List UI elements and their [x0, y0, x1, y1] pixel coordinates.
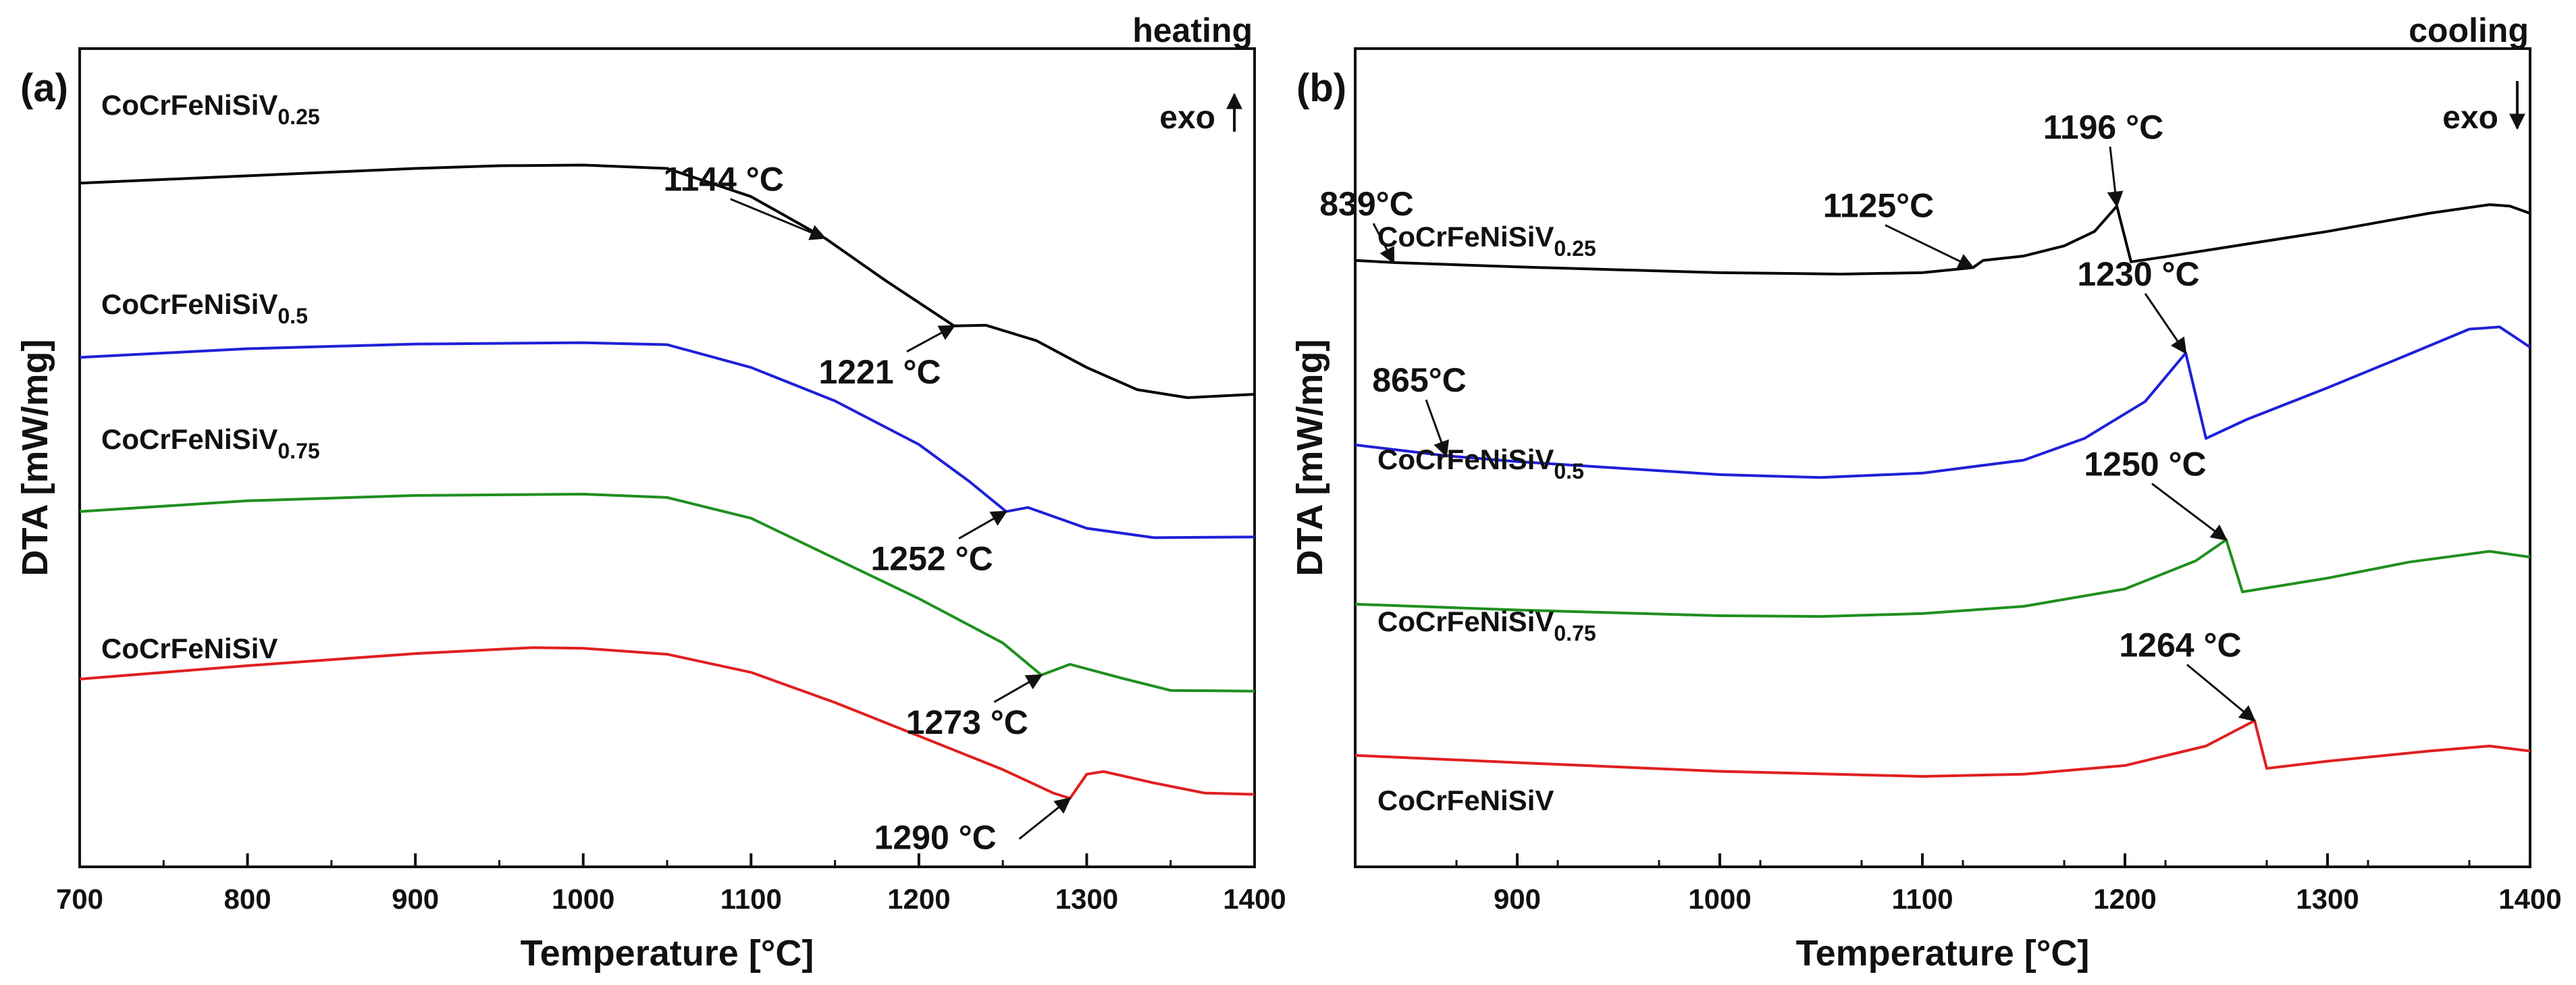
- series-label-3: CoCrFeNiSiV: [1377, 784, 1554, 816]
- annotation-label: 865°C: [1372, 361, 1467, 399]
- x-axis-ticks: 900 1000 1100 1200 1300 1400: [1354, 853, 2562, 915]
- series-label-base: CoCrFeNiSiV: [101, 633, 278, 664]
- x-tick-label: 1200: [887, 883, 950, 915]
- x-tick-label: 1300: [1055, 883, 1118, 915]
- series-line-3: [1355, 719, 2531, 778]
- x-tick-label: 1000: [552, 883, 614, 915]
- annotation-arrow: [730, 198, 826, 240]
- series-label-subscript: 0.75: [1554, 621, 1596, 645]
- series-line-0: [79, 163, 1255, 399]
- annotation-arrow: [2144, 293, 2187, 354]
- series-label-1: CoCrFeNiSiV0.5: [1377, 444, 1584, 483]
- annotation-arrow: [2107, 147, 2124, 208]
- annotation-arrow: [906, 325, 956, 353]
- panel-label: (a): [20, 66, 68, 110]
- plot-frame: [1354, 47, 2531, 868]
- annotation-1: 1125°C: [1823, 186, 1975, 269]
- annotation-4: 1290 °C: [874, 797, 1072, 857]
- series-label-1: CoCrFeNiSiV0.5: [101, 288, 308, 328]
- annotation-3: 1273 °C: [906, 674, 1043, 741]
- series-label-base: CoCrFeNiSiV: [1377, 606, 1554, 637]
- series-label-3: CoCrFeNiSiV: [101, 633, 278, 664]
- annotation-label: 1273 °C: [906, 703, 1028, 741]
- annotation-label: 1125°C: [1823, 186, 1935, 224]
- series-line-1: [1355, 325, 2531, 479]
- annotation-0: 839°C: [1319, 185, 1414, 265]
- annotation-label: 1250 °C: [2084, 445, 2206, 483]
- annotation-arrow: [1018, 797, 1072, 840]
- y-axis-title: DTA [mW/mg]: [1290, 340, 1330, 577]
- annotation-label: 1264 °C: [2119, 626, 2241, 664]
- y-axis-title: DTA [mW/mg]: [15, 340, 55, 577]
- series-line-1: [79, 341, 1255, 539]
- x-tick-label: 1300: [2296, 883, 2359, 915]
- series-line-2: [79, 492, 1255, 693]
- annotation-3: 865°C: [1372, 361, 1467, 458]
- annotation-arrow: [2151, 483, 2228, 541]
- annotation-arrow: [958, 510, 1008, 540]
- annotation-label: 1230 °C: [2077, 255, 2199, 293]
- series-label-base: CoCrFeNiSiV: [101, 89, 278, 121]
- x-tick-label: 800: [224, 883, 271, 915]
- mode-label: cooling: [2409, 11, 2529, 49]
- series-label-0: CoCrFeNiSiV0.25: [1377, 221, 1596, 261]
- annotation-arrow: [993, 674, 1043, 703]
- x-tick-label: 1400: [1223, 883, 1286, 915]
- annotation-arrow: [1425, 399, 1449, 458]
- x-tick-label: 900: [1494, 883, 1541, 915]
- series-label-subscript: 0.25: [1554, 236, 1596, 261]
- annotation-6: 1264 °C: [2119, 626, 2256, 722]
- annotation-2: 1252 °C: [870, 510, 1008, 578]
- series-label-0: CoCrFeNiSiV0.25: [101, 89, 320, 129]
- series-line-2: [1355, 538, 2531, 618]
- x-tick-label: 1400: [2498, 883, 2561, 915]
- series-label-base: CoCrFeNiSiV: [101, 288, 278, 320]
- series-label-2: CoCrFeNiSiV0.75: [101, 423, 320, 463]
- series-label-subscript: 0.25: [278, 105, 319, 129]
- x-tick-label: 700: [56, 883, 103, 915]
- annotation-1: 1221 °C: [818, 325, 956, 391]
- x-tick-label: 1200: [2093, 883, 2156, 915]
- series-label-base: CoCrFeNiSiV: [1377, 444, 1554, 475]
- annotation-0: 1144 °C: [663, 161, 826, 240]
- panel-b: 900 1000 1100 1200 1300 1400 Temperature [°C] D…: [1290, 11, 2562, 974]
- panel-label: (b): [1296, 66, 1346, 110]
- annotation-arrow: [1372, 223, 1395, 265]
- annotation-label: 1144 °C: [663, 161, 783, 198]
- series-label-base: CoCrFeNiSiV: [1377, 784, 1554, 816]
- series-label-subscript: 0.75: [278, 439, 319, 463]
- series-line-3: [79, 646, 1255, 800]
- exo-label: exo: [2442, 100, 2498, 136]
- x-tick-label: 1000: [1688, 883, 1751, 915]
- x-tick-label: 1100: [720, 883, 782, 915]
- annotation-5: 1250 °C: [2084, 445, 2228, 541]
- series-label-base: CoCrFeNiSiV: [101, 423, 278, 455]
- annotation-arrow: [2186, 664, 2256, 722]
- annotation-label: 1196 °C: [2043, 108, 2163, 146]
- annotation-label: 1290 °C: [874, 819, 997, 857]
- annotation-arrow: [1885, 224, 1975, 269]
- series-label-subscript: 0.5: [1554, 459, 1583, 483]
- series-label-subscript: 0.5: [278, 304, 307, 328]
- x-axis-ticks: 700 800 900 1000 1100 1200 1300 1400: [56, 853, 1286, 915]
- x-tick-label: 900: [392, 883, 439, 915]
- series-label-2: CoCrFeNiSiV0.75: [1377, 606, 1596, 645]
- annotation-label: 839°C: [1319, 185, 1414, 223]
- x-tick-label: 1100: [1891, 883, 1953, 915]
- series-label-base: CoCrFeNiSiV: [1377, 221, 1554, 252]
- exo-label: exo: [1159, 100, 1215, 136]
- panel-a: 700 800 900 1000 1100 1200 1300 1400 Temperature…: [15, 11, 1286, 974]
- x-axis-title: Temperature [°C]: [521, 933, 814, 974]
- mode-label: heating: [1132, 11, 1253, 49]
- annotation-4: 1230 °C: [2077, 255, 2200, 354]
- annotation-label: 1221 °C: [818, 353, 941, 391]
- series-line-0: [1355, 203, 2531, 275]
- x-axis-title: Temperature [°C]: [1796, 933, 2090, 974]
- annotation-2: 1196 °C: [2043, 108, 2163, 208]
- annotation-label: 1252 °C: [870, 540, 993, 578]
